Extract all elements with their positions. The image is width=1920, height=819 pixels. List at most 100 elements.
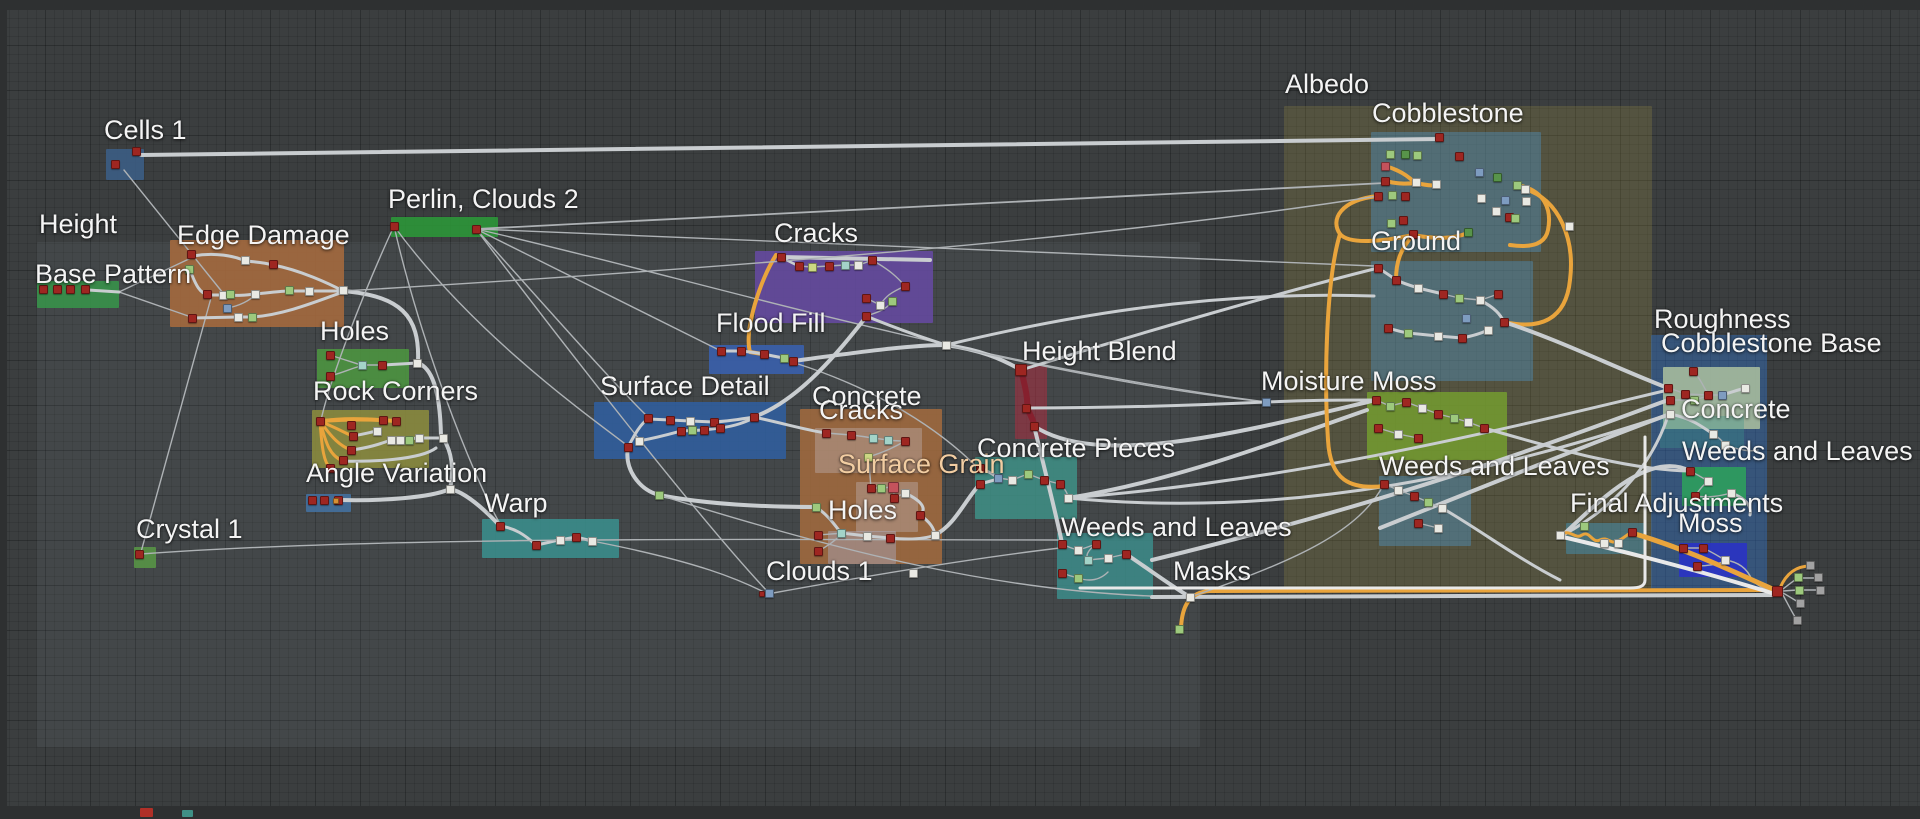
graph-node-white[interactable]	[1708, 429, 1718, 439]
graph-node-red[interactable]	[885, 533, 895, 543]
graph-node-white[interactable]	[1703, 476, 1713, 486]
graph-node-red[interactable]	[867, 255, 877, 265]
graph-node-white[interactable]	[1007, 475, 1017, 485]
graph-node-steel[interactable]	[993, 473, 1003, 483]
graph-node-green[interactable]	[225, 289, 235, 299]
graph-node-red[interactable]	[495, 521, 505, 531]
graph-node-green[interactable]	[1385, 149, 1395, 159]
graph-node-red[interactable]	[1401, 397, 1411, 407]
graph-node-red[interactable]	[709, 417, 719, 427]
graph-node-red[interactable]	[1057, 568, 1067, 578]
graph-node-red[interactable]	[1373, 191, 1383, 201]
graph-node-red[interactable]	[759, 591, 765, 597]
graph-node-red[interactable]	[1771, 585, 1783, 597]
graph-node-red[interactable]	[1493, 289, 1503, 299]
graph-node-white[interactable]	[395, 435, 405, 445]
graph-node-red[interactable]	[1380, 176, 1390, 186]
graph-node-white[interactable]	[1665, 409, 1675, 419]
graph-node-white[interactable]	[414, 433, 424, 443]
graph-node-white[interactable]	[1726, 488, 1736, 498]
graph-node-orange[interactable]	[333, 498, 339, 504]
graph-node-red[interactable]	[338, 455, 348, 465]
graph-node-white[interactable]	[908, 568, 918, 578]
graph-node-green[interactable]	[811, 502, 821, 512]
graph-node-white[interactable]	[372, 426, 382, 436]
graph-node-white[interactable]	[685, 416, 695, 426]
graph-node-red[interactable]	[1479, 423, 1489, 433]
graph-node-green[interactable]	[1510, 213, 1520, 223]
graph-node-green[interactable]	[1023, 469, 1033, 479]
graph-node-red[interactable]	[643, 413, 653, 423]
graph-node-red[interactable]	[716, 346, 726, 356]
graph-node-white[interactable]	[338, 285, 348, 295]
graph-node-gray[interactable]	[1813, 572, 1823, 582]
graph-node-white[interactable]	[1431, 179, 1441, 189]
graph-node-red[interactable]	[1703, 390, 1713, 400]
graph-node-gray[interactable]	[1815, 585, 1825, 595]
graph-node-green[interactable]	[1449, 413, 1459, 423]
graph-node-white[interactable]	[1555, 530, 1565, 540]
graph-node-teal[interactable]	[1083, 555, 1093, 565]
graph-node-green[interactable]	[184, 264, 194, 274]
graph-node-green[interactable]	[1073, 573, 1083, 583]
graph-node-white[interactable]	[1483, 325, 1493, 335]
graph-node-white[interactable]	[1417, 403, 1427, 413]
graph-node-red[interactable]	[846, 430, 856, 440]
graph-node-dgreen[interactable]	[1463, 227, 1473, 237]
graph-node-red[interactable]	[346, 445, 356, 455]
graph-node-white[interactable]	[1393, 429, 1403, 439]
graph-node-red[interactable]	[1373, 423, 1383, 433]
graph-node-red[interactable]	[889, 493, 899, 503]
graph-node-white[interactable]	[1599, 538, 1609, 548]
graph-node-red[interactable]	[1057, 539, 1067, 549]
graph-node-red[interactable]	[1454, 151, 1464, 161]
graph-node-red[interactable]	[1438, 289, 1448, 299]
graph-node-red[interactable]	[975, 463, 985, 473]
graph-node-red[interactable]	[378, 415, 388, 425]
graph-node-red[interactable]	[665, 415, 675, 425]
graph-node-red[interactable]	[715, 423, 725, 433]
graph-node-red[interactable]	[268, 259, 278, 269]
graph-node-white[interactable]	[438, 433, 448, 443]
graph-node-red[interactable]	[1398, 215, 1408, 225]
graph-node-red[interactable]	[1015, 364, 1027, 376]
graph-node-yellow[interactable]	[807, 262, 817, 272]
graph-node-red[interactable]	[1383, 323, 1393, 333]
graph-node-red[interactable]	[813, 530, 823, 540]
graph-node-teal[interactable]	[836, 528, 846, 538]
graph-node-white[interactable]	[1433, 523, 1443, 533]
graph-node-teal[interactable]	[357, 360, 367, 370]
graph-node-white[interactable]	[1521, 196, 1531, 206]
graph-node-red[interactable]	[315, 416, 325, 426]
graph-node-steel[interactable]	[1461, 313, 1471, 323]
graph-node-green[interactable]	[1403, 328, 1413, 338]
graph-node-red[interactable]	[346, 420, 356, 430]
graph-node-steel[interactable]	[1474, 167, 1484, 177]
graph-node-red[interactable]	[391, 416, 401, 426]
graph-node-white[interactable]	[853, 260, 863, 270]
graph-node-green[interactable]	[779, 353, 789, 363]
graph-node-green[interactable]	[1174, 624, 1184, 634]
graph-node-red[interactable]	[1021, 403, 1031, 413]
graph-node-white[interactable]	[555, 535, 565, 545]
graph-node-red[interactable]	[325, 463, 335, 473]
graph-node-green[interactable]	[1454, 293, 1464, 303]
graph-node-red[interactable]	[1457, 333, 1467, 343]
graph-node-white[interactable]	[634, 436, 644, 446]
graph-node-green[interactable]	[1412, 150, 1422, 160]
graph-node-green[interactable]	[876, 483, 886, 493]
graph-node-red[interactable]	[1121, 549, 1131, 559]
graph-node-red[interactable]	[1029, 421, 1039, 431]
graph-node-yellow[interactable]	[863, 452, 873, 462]
graph-node-gray[interactable]	[1795, 598, 1805, 608]
graph-node-white[interactable]	[218, 290, 228, 300]
graph-node-red[interactable]	[389, 221, 399, 231]
graph-node-white[interactable]	[941, 340, 951, 350]
graph-node-dgreen[interactable]	[1492, 172, 1502, 182]
graph-node-green[interactable]	[654, 490, 664, 500]
graph-node-red[interactable]	[1692, 561, 1702, 571]
graph-node-red[interactable]	[699, 425, 709, 435]
graph-node-red[interactable]	[676, 426, 686, 436]
graph-node-white[interactable]	[1740, 383, 1750, 393]
graph-node-green[interactable]	[1386, 218, 1396, 228]
